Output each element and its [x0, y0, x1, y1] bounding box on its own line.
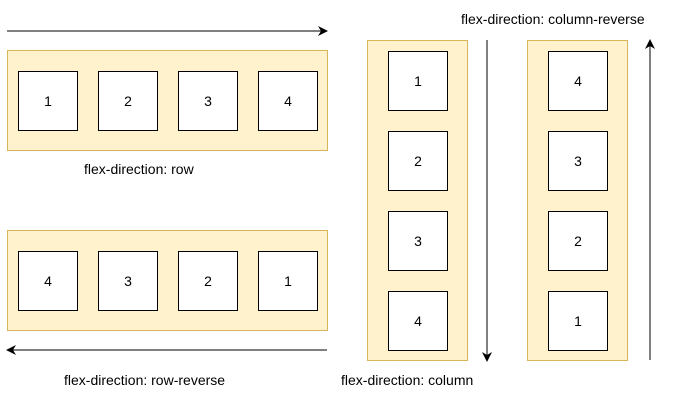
- row-item: 1: [18, 71, 78, 131]
- column-item: 1: [388, 51, 448, 111]
- row-reverse-item: 1: [258, 251, 318, 311]
- row-item: 3: [178, 71, 238, 131]
- column-reverse-item: 2: [548, 211, 608, 271]
- column-reverse-item: 1: [548, 291, 608, 351]
- column-reverse-item: 4: [548, 51, 608, 111]
- row-reverse-item: 2: [178, 251, 238, 311]
- column-caption: flex-direction: column: [341, 372, 474, 388]
- column-reverse-caption: flex-direction: column-reverse: [461, 11, 645, 27]
- column-reverse-container: 4 3 2 1: [527, 40, 628, 361]
- column-item: 2: [388, 131, 448, 191]
- row-reverse-item: 3: [98, 251, 158, 311]
- row-item: 4: [258, 71, 318, 131]
- row-item: 2: [98, 71, 158, 131]
- column-item: 3: [388, 211, 448, 271]
- column-item: 4: [388, 291, 448, 351]
- row-caption: flex-direction: row: [84, 161, 194, 177]
- column-reverse-item: 3: [548, 131, 608, 191]
- row-container: 1 2 3 4: [7, 50, 328, 151]
- row-reverse-item: 4: [18, 251, 78, 311]
- column-container: 1 2 3 4: [367, 40, 468, 361]
- row-reverse-caption: flex-direction: row-reverse: [64, 372, 226, 388]
- row-reverse-container: 4 3 2 1: [7, 230, 328, 331]
